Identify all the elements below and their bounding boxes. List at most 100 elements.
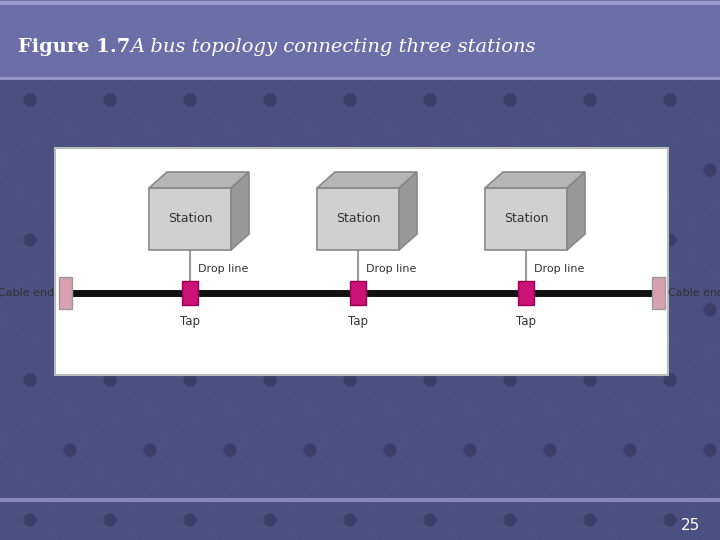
Circle shape xyxy=(144,444,156,456)
Circle shape xyxy=(64,164,76,176)
Circle shape xyxy=(224,164,236,176)
Polygon shape xyxy=(567,172,585,250)
Circle shape xyxy=(184,94,196,106)
Circle shape xyxy=(624,24,636,36)
Text: Tap: Tap xyxy=(348,314,368,327)
Bar xyxy=(149,188,231,250)
Polygon shape xyxy=(149,172,249,188)
Text: Tap: Tap xyxy=(516,314,536,327)
Circle shape xyxy=(504,374,516,386)
Circle shape xyxy=(184,234,196,246)
Text: Drop line: Drop line xyxy=(366,264,416,274)
Circle shape xyxy=(704,304,716,316)
Circle shape xyxy=(24,94,36,106)
Circle shape xyxy=(264,514,276,526)
Circle shape xyxy=(104,94,116,106)
Bar xyxy=(317,188,399,250)
Circle shape xyxy=(704,24,716,36)
Circle shape xyxy=(624,304,636,316)
Circle shape xyxy=(704,164,716,176)
Bar xyxy=(652,277,665,309)
Circle shape xyxy=(544,444,556,456)
Circle shape xyxy=(64,444,76,456)
Circle shape xyxy=(424,374,436,386)
Circle shape xyxy=(224,24,236,36)
Circle shape xyxy=(504,94,516,106)
Circle shape xyxy=(424,514,436,526)
Circle shape xyxy=(624,164,636,176)
Circle shape xyxy=(424,234,436,246)
Text: Station: Station xyxy=(504,213,548,226)
Circle shape xyxy=(464,24,476,36)
Circle shape xyxy=(264,94,276,106)
Circle shape xyxy=(344,374,356,386)
Circle shape xyxy=(624,444,636,456)
Text: Drop line: Drop line xyxy=(198,264,248,274)
Circle shape xyxy=(304,304,316,316)
Bar xyxy=(518,281,534,305)
Circle shape xyxy=(24,374,36,386)
Circle shape xyxy=(584,234,596,246)
Circle shape xyxy=(144,164,156,176)
Circle shape xyxy=(304,444,316,456)
Circle shape xyxy=(264,374,276,386)
Text: Station: Station xyxy=(168,213,212,226)
Circle shape xyxy=(464,164,476,176)
Polygon shape xyxy=(485,172,585,188)
Circle shape xyxy=(24,514,36,526)
Circle shape xyxy=(504,514,516,526)
Circle shape xyxy=(464,304,476,316)
Circle shape xyxy=(424,94,436,106)
Bar xyxy=(485,188,567,250)
Bar xyxy=(0,0,720,78)
Text: 25: 25 xyxy=(680,517,700,532)
Text: Drop line: Drop line xyxy=(534,264,585,274)
Polygon shape xyxy=(231,172,249,250)
Circle shape xyxy=(664,514,676,526)
Circle shape xyxy=(144,304,156,316)
Circle shape xyxy=(384,164,396,176)
Circle shape xyxy=(64,304,76,316)
Bar xyxy=(58,277,71,309)
Circle shape xyxy=(384,24,396,36)
Bar xyxy=(55,148,668,375)
Circle shape xyxy=(664,94,676,106)
Circle shape xyxy=(264,234,276,246)
Circle shape xyxy=(584,94,596,106)
Circle shape xyxy=(304,24,316,36)
Text: Cable end: Cable end xyxy=(0,288,55,298)
Circle shape xyxy=(544,164,556,176)
Circle shape xyxy=(104,374,116,386)
Circle shape xyxy=(664,374,676,386)
Circle shape xyxy=(664,234,676,246)
Circle shape xyxy=(224,304,236,316)
Text: Figure 1.7: Figure 1.7 xyxy=(18,38,130,56)
Circle shape xyxy=(344,94,356,106)
Circle shape xyxy=(584,514,596,526)
Circle shape xyxy=(104,514,116,526)
Text: Cable end: Cable end xyxy=(668,288,720,298)
Circle shape xyxy=(64,24,76,36)
Polygon shape xyxy=(399,172,417,250)
Circle shape xyxy=(24,234,36,246)
Circle shape xyxy=(144,24,156,36)
Circle shape xyxy=(104,234,116,246)
Circle shape xyxy=(464,444,476,456)
Circle shape xyxy=(224,444,236,456)
Circle shape xyxy=(584,374,596,386)
Circle shape xyxy=(184,374,196,386)
Text: A bus topology connecting three stations: A bus topology connecting three stations xyxy=(130,38,536,56)
Circle shape xyxy=(504,234,516,246)
Circle shape xyxy=(304,164,316,176)
Bar xyxy=(182,281,198,305)
Circle shape xyxy=(544,304,556,316)
Text: Tap: Tap xyxy=(180,314,200,327)
Bar xyxy=(350,281,366,305)
Circle shape xyxy=(704,444,716,456)
Circle shape xyxy=(344,514,356,526)
Polygon shape xyxy=(317,172,417,188)
Circle shape xyxy=(184,514,196,526)
Circle shape xyxy=(544,24,556,36)
Circle shape xyxy=(384,304,396,316)
Circle shape xyxy=(384,444,396,456)
